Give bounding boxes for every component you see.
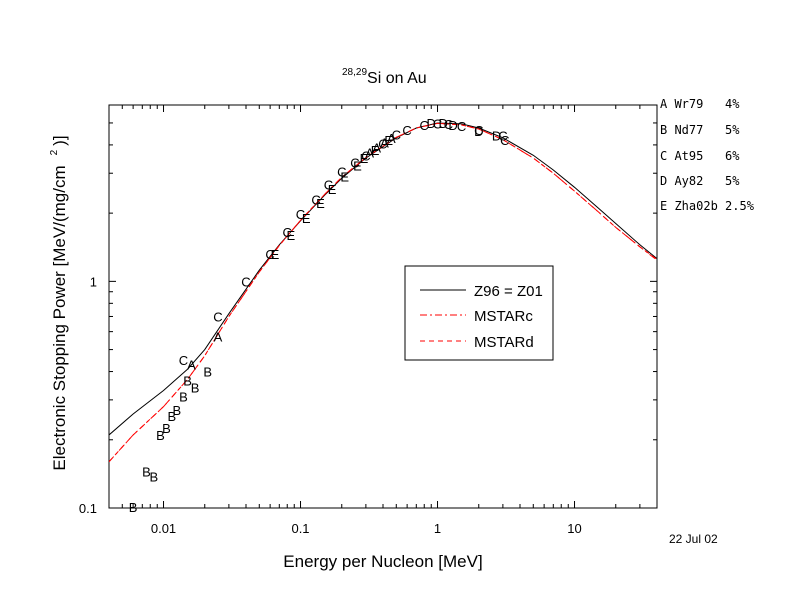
legend: Z96 = Z01 MSTARc MSTARd	[404, 265, 554, 361]
data-point-c: C	[420, 118, 429, 133]
data-point-c: C	[500, 133, 509, 148]
data-point-b: B	[149, 469, 158, 484]
data-point-c: C	[457, 119, 466, 134]
reference-e: E Zha02b 2.5%	[660, 199, 755, 213]
x-tick-label: 10	[567, 521, 581, 536]
data-point-e: E	[328, 182, 337, 197]
reference-d: D Ay82 5%	[660, 174, 740, 188]
data-point-b: B	[142, 464, 151, 479]
date-stamp: 22 Jul 02	[669, 532, 718, 546]
y-axis-label: Electronic Stopping Power [MeV/(mg/cm 2)]	[49, 135, 69, 470]
data-point-b: B	[191, 381, 200, 396]
y-axis-label-main: Electronic Stopping Power [MeV/(mg/cm	[50, 165, 69, 470]
data-point-e: E	[271, 247, 280, 262]
data-point-b: B	[172, 403, 181, 418]
reference-c: C At95 6%	[660, 149, 740, 163]
legend-box	[404, 265, 554, 361]
data-point-c: C	[392, 127, 401, 142]
data-point-c: C	[378, 137, 387, 152]
y-axis-label-superscript: 2	[49, 149, 60, 155]
x-tick-label: 1	[434, 521, 441, 536]
legend-label-mstard: MSTARd	[474, 334, 534, 351]
data-point-c: C	[179, 353, 188, 368]
data-point-b: B	[129, 500, 138, 515]
data-point-e: E	[316, 196, 325, 211]
data-point-c: C	[474, 123, 483, 138]
data-point-a: A	[372, 140, 381, 155]
data-point-c: C	[241, 274, 250, 289]
chart-title: 28,29Si on Au	[342, 67, 427, 87]
data-point-c: C	[311, 192, 320, 207]
data-point-a: A	[387, 131, 396, 146]
data-point-d: D	[474, 124, 483, 139]
data-point-e: E	[340, 170, 349, 185]
data-point-d: D	[448, 118, 457, 133]
data-point-c: C	[444, 117, 453, 132]
x-tick-label: 0.1	[291, 521, 309, 536]
data-point-e: E	[286, 228, 295, 243]
data-point-b: B	[156, 428, 165, 443]
reference-list: A Wr79 4% B Nd77 5% C At95 6% D Ay82 5% …	[660, 97, 755, 213]
data-point-a: A	[214, 330, 223, 345]
chart-title-superscript: 28,29	[342, 67, 367, 78]
data-point-d: D	[427, 116, 436, 131]
plot-frame	[108, 104, 658, 509]
data-point-c: C	[283, 225, 292, 240]
data-point-b: B	[167, 409, 176, 424]
reference-a: A Wr79 4%	[660, 97, 740, 111]
y-axis-ticks: 0.11	[79, 104, 657, 516]
data-point-b: B	[162, 421, 171, 436]
data-point-c: C	[350, 155, 359, 170]
legend-label-z96: Z96 = Z01	[474, 283, 543, 300]
data-point-c: C	[402, 123, 411, 138]
data-point-e: E	[371, 143, 380, 158]
data-point-e: E	[360, 151, 369, 166]
data-point-d: D	[492, 129, 501, 144]
legend-label-mstarc: MSTARc	[474, 308, 533, 325]
data-point-b: B	[179, 390, 188, 405]
data-point-a: A	[380, 136, 389, 151]
data-point-c: C	[361, 148, 370, 163]
data-point-b: B	[183, 374, 192, 389]
data-point-e: E	[353, 158, 362, 173]
data-point-a: A	[187, 357, 196, 372]
x-tick-label: 0.01	[151, 521, 176, 536]
data-point-a: A	[365, 146, 374, 161]
x-axis-ticks: 0.01 0.1 1 10	[108, 105, 658, 536]
reference-b: B Nd77 5%	[660, 123, 740, 137]
series-line-2	[109, 122, 657, 463]
x-axis-label: Energy per Nucleon [MeV]	[283, 552, 482, 571]
data-point-d: D	[439, 116, 448, 131]
y-tick-label: 0.1	[79, 501, 97, 516]
y-tick-label: 1	[90, 274, 97, 289]
series-line-1	[109, 122, 657, 463]
data-point-e: E	[384, 133, 393, 148]
data-point-c: C	[213, 310, 222, 325]
data-point-c: C	[296, 207, 305, 222]
y-axis-label-suffix: )]	[50, 135, 69, 145]
data-point-c: C	[337, 165, 346, 180]
data-point-c: C	[433, 116, 442, 131]
data-point-b: B	[203, 365, 212, 380]
series-lines	[109, 122, 657, 463]
data-point-c: C	[265, 247, 274, 262]
data-point-e: E	[302, 211, 311, 226]
data-point-c: C	[498, 129, 507, 144]
chart-title-text: Si on Au	[367, 70, 427, 87]
data-point-c: C	[324, 177, 333, 192]
